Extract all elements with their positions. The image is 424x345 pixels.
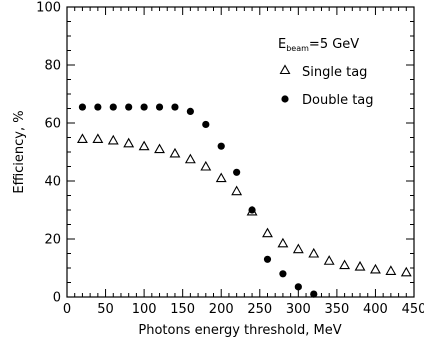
- y-tick-label: 80: [44, 59, 61, 74]
- y-tick-label: 60: [44, 117, 61, 132]
- single-tag-point: [385, 265, 397, 275]
- single-tag-point: [323, 255, 335, 265]
- single-tag-point: [231, 185, 243, 196]
- double-tag-point: [125, 103, 133, 111]
- double-tag-point: [109, 103, 117, 111]
- double-tag-point: [233, 168, 241, 176]
- single-tag-point: [169, 147, 181, 158]
- x-tick-label: 400: [363, 302, 388, 317]
- single-tag-point: [215, 172, 227, 183]
- x-tick-label: 0: [63, 302, 71, 317]
- legend-single-tag-marker: [279, 64, 291, 75]
- y-tick-label: 0: [53, 291, 61, 306]
- single-tag-point: [292, 243, 304, 254]
- single-tag-point: [92, 133, 104, 143]
- single-tag-point: [154, 143, 165, 154]
- x-tick-label: 350: [324, 302, 349, 317]
- beam-energy-symbol: E: [278, 37, 286, 52]
- double-tag-point: [279, 270, 287, 278]
- single-tag-point: [370, 263, 381, 274]
- y-tick-label: 20: [44, 233, 61, 248]
- legend-double-tag-label: Double tag: [302, 93, 374, 108]
- single-tag-point: [107, 134, 119, 145]
- single-tag-point: [400, 266, 412, 277]
- x-tick-label: 200: [209, 302, 234, 317]
- single-tag-point: [308, 247, 320, 258]
- legend-single-tag-label: Single tag: [302, 65, 367, 80]
- single-tag-point: [354, 260, 366, 271]
- single-tag-point: [184, 153, 196, 164]
- double-tag-point: [140, 103, 148, 111]
- single-tag-point: [277, 237, 289, 248]
- single-tag-point: [200, 160, 212, 171]
- x-tick-label: 450: [402, 302, 424, 317]
- single-tag-point: [339, 259, 351, 270]
- x-tick-label: 50: [97, 302, 114, 317]
- single-tag-point: [76, 133, 88, 143]
- beam-energy-subscript: beam: [286, 44, 309, 53]
- double-tag-point: [263, 255, 272, 263]
- double-tag-point: [78, 103, 87, 111]
- single-tag-point: [138, 140, 150, 151]
- axis-tick-labels: 0 50 100 150 200 250 300 350 400 450 0 20 40 60 80 100: [36, 1, 424, 318]
- legend: Ebeam=5 GeV Single tag Double tag: [278, 37, 374, 108]
- double-tag-point: [248, 206, 256, 214]
- double-tag-point: [94, 103, 102, 111]
- double-tag-point: [155, 103, 164, 111]
- double-tag-point: [310, 290, 318, 298]
- axis-ticks: [66, 6, 415, 298]
- x-tick-label: 150: [170, 302, 195, 317]
- single-tag-point: [123, 137, 135, 148]
- beam-energy-value: =5 GeV: [309, 37, 359, 52]
- double-tag-point: [217, 142, 225, 150]
- x-tick-label: 250: [247, 302, 272, 317]
- y-axis-label: Efficiency, %: [12, 110, 27, 193]
- y-tick-label: 100: [36, 1, 61, 16]
- beam-energy-annotation: Ebeam=5 GeV: [278, 37, 359, 53]
- double-tag-point: [202, 120, 210, 129]
- plot-frame: [66, 6, 415, 298]
- x-tick-label: 300: [286, 302, 311, 317]
- double-tag-point: [171, 103, 179, 111]
- double-tag-point: [294, 283, 302, 291]
- double-tag-point: [186, 107, 194, 115]
- single-tag-point: [262, 227, 273, 238]
- x-tick-label: 100: [132, 302, 157, 317]
- x-axis-label: Photons energy threshold, MeV: [138, 323, 341, 338]
- y-tick-label: 40: [44, 175, 61, 190]
- data-marks: [76, 103, 412, 298]
- legend-double-tag-marker: [281, 95, 289, 103]
